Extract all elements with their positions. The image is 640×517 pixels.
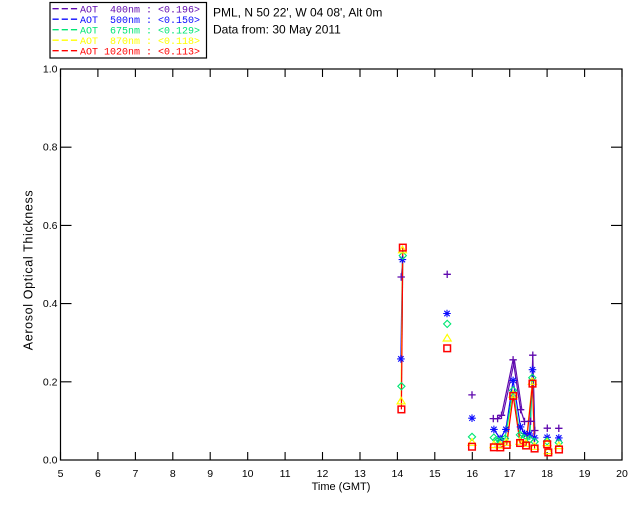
svg-text:14: 14	[392, 468, 404, 480]
svg-text:0.0: 0.0	[43, 455, 58, 467]
svg-text:6: 6	[95, 468, 101, 480]
svg-text:Data from: 30 May 2011: Data from: 30 May 2011	[213, 23, 341, 37]
svg-text:10: 10	[242, 468, 254, 480]
svg-text:12: 12	[317, 468, 329, 480]
svg-text:AOT 870nm : <0.118>: AOT 870nm : <0.118>	[80, 37, 200, 48]
svg-text:Time (GMT): Time (GMT)	[312, 481, 371, 493]
svg-text:18: 18	[541, 468, 553, 480]
svg-text:AOT 500nm : <0.150>: AOT 500nm : <0.150>	[80, 16, 200, 27]
svg-text:AOT 1020nm : <0.113>: AOT 1020nm : <0.113>	[80, 47, 200, 58]
svg-text:7: 7	[132, 468, 138, 480]
svg-text:20: 20	[616, 468, 628, 480]
svg-text:1.0: 1.0	[43, 64, 58, 76]
svg-text:0.8: 0.8	[43, 142, 58, 154]
svg-text:5: 5	[58, 468, 64, 480]
svg-text:0.4: 0.4	[43, 298, 58, 310]
svg-text:9: 9	[207, 468, 213, 480]
svg-text:11: 11	[280, 468, 291, 480]
svg-text:16: 16	[466, 468, 478, 480]
svg-text:8: 8	[170, 468, 176, 480]
svg-text:0.2: 0.2	[43, 376, 58, 388]
svg-text:0.6: 0.6	[43, 220, 58, 232]
svg-text:15: 15	[429, 468, 441, 480]
svg-text:AOT 400nm : <0.196>: AOT 400nm : <0.196>	[80, 5, 200, 16]
svg-text:Aerosol Optical Thickness: Aerosol Optical Thickness	[22, 190, 36, 351]
svg-text:PML, N 50 22', W 04 08', Alt 0: PML, N 50 22', W 04 08', Alt 0m	[213, 6, 382, 20]
svg-text:AOT 675nm : <0.129>: AOT 675nm : <0.129>	[80, 26, 200, 37]
svg-text:13: 13	[354, 468, 366, 480]
svg-text:19: 19	[579, 468, 591, 480]
svg-text:17: 17	[504, 468, 516, 480]
